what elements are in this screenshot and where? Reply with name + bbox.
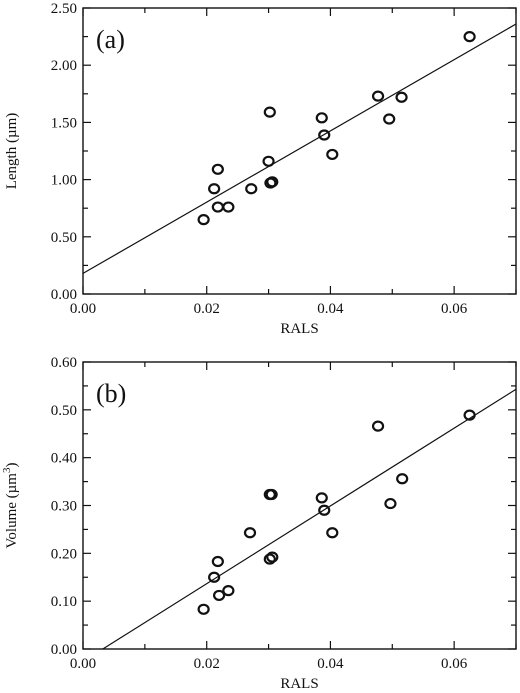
x-tick-label: 0.04 xyxy=(317,656,344,672)
data-point xyxy=(263,106,276,118)
data-point xyxy=(371,420,385,432)
plot-frame xyxy=(82,361,517,650)
chart-panel-a: 0.00 0.02 0.04 0.06 0.00 0.50 1.00 1.50 2.00 2.50… xyxy=(4,1,517,337)
data-point xyxy=(395,91,408,103)
x-tick-label: 0.00 xyxy=(70,656,96,672)
chart-panel-b: 0.00 0.02 0.04 0.06 0.00 0.10 0.20 0.30 0.40 0.50… xyxy=(1,355,517,692)
y-tick-label: 2.50 xyxy=(51,1,77,17)
data-point xyxy=(208,571,221,583)
x-axis-title: RALS xyxy=(280,321,318,337)
data-point xyxy=(263,553,276,565)
data-point xyxy=(326,527,339,539)
data-point xyxy=(396,473,409,485)
data-point xyxy=(326,148,339,161)
fit-line xyxy=(82,23,517,274)
y-tick-label: 0.50 xyxy=(51,230,77,246)
y-axis-title: Length (µm) xyxy=(4,113,20,190)
data-point xyxy=(315,112,328,124)
y-tick-label: 0.60 xyxy=(51,355,77,371)
data-point xyxy=(266,551,279,563)
data-point xyxy=(211,201,224,213)
x-tick-label: 0.02 xyxy=(194,301,220,317)
data-point xyxy=(463,409,476,421)
x-tick-label: 0.00 xyxy=(70,301,96,317)
data-point xyxy=(383,113,396,125)
data-point xyxy=(384,497,397,510)
x-tick-label: 0.02 xyxy=(194,656,220,672)
panel-label: (a) xyxy=(96,25,125,54)
data-point xyxy=(371,90,385,102)
data-point xyxy=(318,129,331,141)
data-point xyxy=(222,201,235,213)
y-tick-label: 0.30 xyxy=(51,499,77,515)
y-tick-label: 0.10 xyxy=(51,594,77,610)
y-tick-label: 0.40 xyxy=(51,451,77,467)
data-point xyxy=(318,504,331,516)
x-axis-title: RALS xyxy=(280,676,318,692)
x-tick-label: 0.04 xyxy=(317,301,344,317)
y-tick-label: 1.00 xyxy=(51,173,77,189)
y-tick-label: 0.00 xyxy=(51,287,77,303)
y-tick-label: 2.00 xyxy=(51,58,77,74)
y-tick-label: 0.20 xyxy=(51,546,77,562)
data-point xyxy=(266,176,279,188)
plot-frame xyxy=(82,7,517,295)
data-point xyxy=(208,183,221,195)
y-axis-title: Volume (µm3) xyxy=(1,463,20,549)
data-point xyxy=(265,488,278,501)
y-tick-label: 0.00 xyxy=(51,642,77,658)
data-point xyxy=(212,589,226,602)
fit-line xyxy=(102,388,517,650)
y-tick-label: 1.50 xyxy=(51,115,77,131)
x-tick-label: 0.06 xyxy=(441,301,468,317)
data-point xyxy=(197,603,210,615)
y-tick-label: 0.50 xyxy=(51,403,77,419)
x-tick-label: 0.06 xyxy=(441,656,468,672)
data-point xyxy=(315,492,328,504)
panel-label: (b) xyxy=(96,379,126,408)
data-point xyxy=(463,30,476,43)
data-point xyxy=(262,155,275,167)
data-point xyxy=(245,183,258,195)
data-point xyxy=(197,214,210,226)
data-point xyxy=(211,555,224,568)
data-point xyxy=(222,585,235,597)
data-point xyxy=(243,527,257,539)
data-point xyxy=(211,163,224,175)
